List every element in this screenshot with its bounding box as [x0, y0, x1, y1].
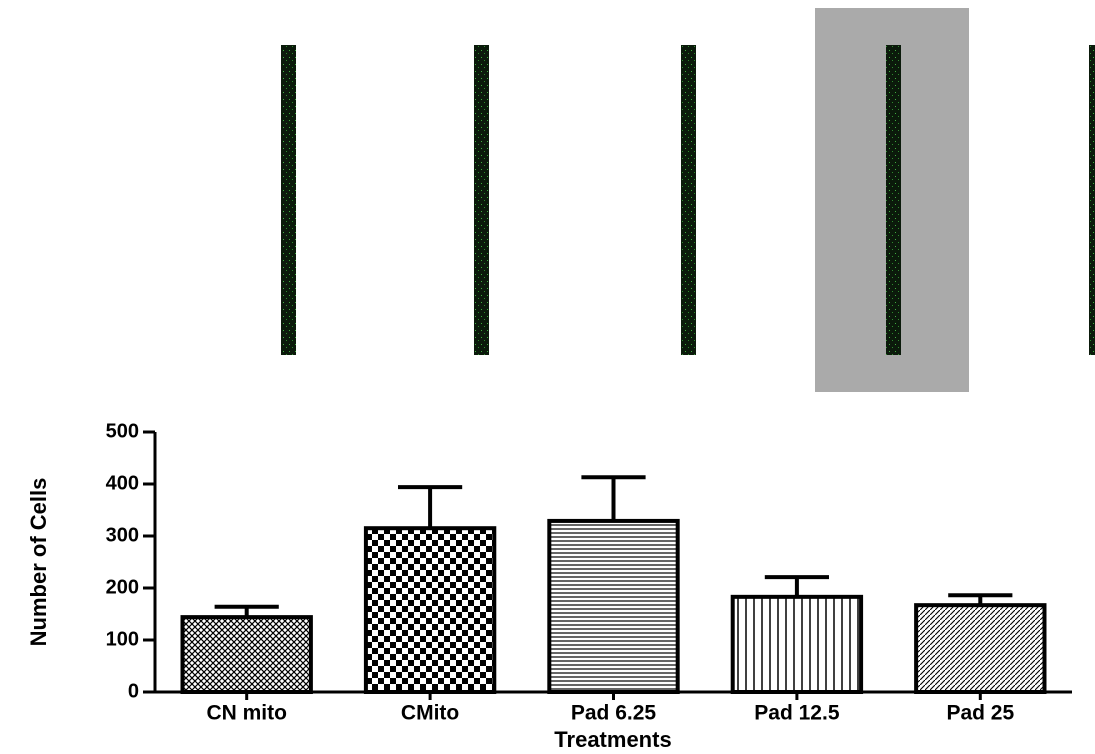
- y-tick-label: 0: [128, 680, 139, 702]
- y-axis-title: Number of Cells: [26, 478, 51, 647]
- micrograph: [1089, 45, 1095, 355]
- micrographs: [281, 8, 1095, 392]
- y-tick-label: 100: [106, 628, 139, 650]
- x-axis-title: Treatments: [554, 727, 671, 752]
- page: {"chart_data": {"type": "bar", "xlabel":…: [0, 0, 1095, 754]
- micrograph: [474, 45, 489, 355]
- y-tick-label: 300: [106, 524, 139, 546]
- y-tick-label: 400: [106, 472, 139, 494]
- x-tick-label: Pad 25: [946, 702, 1014, 725]
- x-tick-label: Pad 6.25: [571, 702, 657, 725]
- x-tick-label: Pad 12.5: [754, 702, 840, 725]
- bar: [549, 521, 677, 692]
- micrograph: [886, 45, 901, 355]
- x-tick-label: CN mito: [206, 702, 287, 725]
- bar: [366, 528, 494, 692]
- bar: [733, 597, 861, 692]
- figure: Number of Cells Treatments 0 100 200 300 400…: [0, 0, 1095, 754]
- y-tick-label: 200: [106, 576, 139, 598]
- y-tick-label: 500: [106, 420, 139, 442]
- bar: [183, 617, 311, 692]
- micrograph: [281, 45, 296, 355]
- bar: [916, 605, 1044, 692]
- x-tick-label: CMito: [401, 702, 459, 725]
- micrograph: [681, 45, 696, 355]
